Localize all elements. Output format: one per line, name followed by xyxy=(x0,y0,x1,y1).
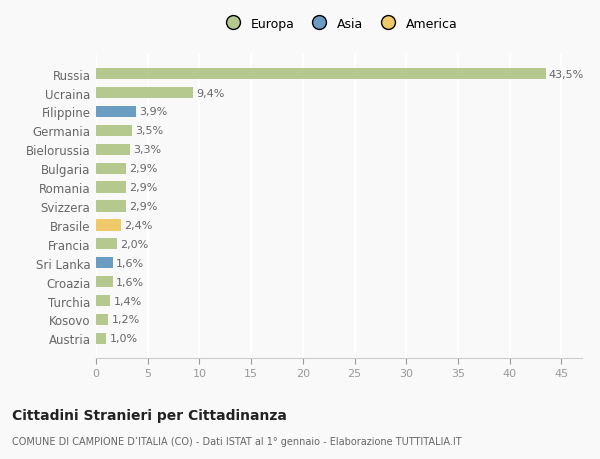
Bar xyxy=(96,88,193,99)
Text: 3,3%: 3,3% xyxy=(133,145,161,155)
Bar xyxy=(96,295,110,307)
Text: 2,4%: 2,4% xyxy=(124,220,152,230)
Bar xyxy=(96,69,546,80)
Text: 2,9%: 2,9% xyxy=(129,164,157,174)
Text: Cittadini Stranieri per Cittadinanza: Cittadini Stranieri per Cittadinanza xyxy=(12,409,287,422)
Text: 9,4%: 9,4% xyxy=(196,89,224,98)
Text: 2,0%: 2,0% xyxy=(120,239,148,249)
Bar xyxy=(96,106,136,118)
Text: 1,6%: 1,6% xyxy=(116,277,144,287)
Text: 3,5%: 3,5% xyxy=(135,126,163,136)
Bar xyxy=(96,144,130,156)
Legend: Europa, Asia, America: Europa, Asia, America xyxy=(215,13,463,36)
Bar xyxy=(96,333,106,344)
Bar xyxy=(96,220,121,231)
Text: 3,9%: 3,9% xyxy=(139,107,167,117)
Text: 1,0%: 1,0% xyxy=(109,334,137,344)
Text: 1,6%: 1,6% xyxy=(116,258,144,268)
Text: 1,4%: 1,4% xyxy=(113,296,142,306)
Text: 1,2%: 1,2% xyxy=(112,315,140,325)
Text: 2,9%: 2,9% xyxy=(129,202,157,212)
Bar xyxy=(96,314,109,325)
Bar xyxy=(96,239,116,250)
Text: 2,9%: 2,9% xyxy=(129,183,157,193)
Bar xyxy=(96,201,126,212)
Bar xyxy=(96,163,126,174)
Bar xyxy=(96,182,126,193)
Bar xyxy=(96,125,132,137)
Text: COMUNE DI CAMPIONE D’ITALIA (CO) - Dati ISTAT al 1° gennaio - Elaborazione TUTTI: COMUNE DI CAMPIONE D’ITALIA (CO) - Dati … xyxy=(12,436,461,446)
Text: 43,5%: 43,5% xyxy=(549,69,584,79)
Bar xyxy=(96,257,113,269)
Bar xyxy=(96,276,113,288)
